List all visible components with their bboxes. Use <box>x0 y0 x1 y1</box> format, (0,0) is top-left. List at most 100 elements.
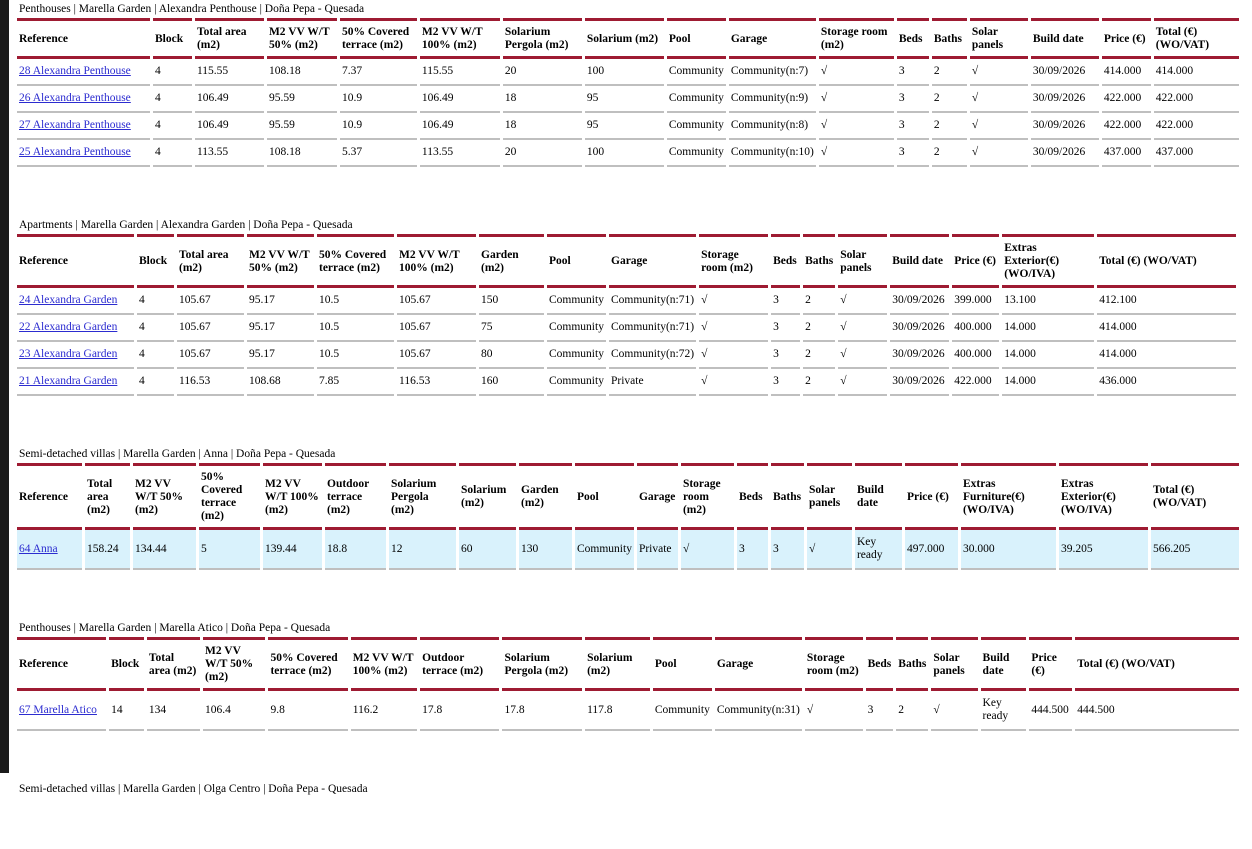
table-cell: 75 <box>479 315 544 342</box>
table-cell: 437.000 <box>1153 140 1239 167</box>
reference-link[interactable]: 23 Alexandra Garden <box>19 348 118 360</box>
column-header: M2 VV W/T 50% (m2) <box>266 18 337 59</box>
table-cell: Community(n:9) <box>728 86 816 113</box>
section-heading: Semi-detached villas | Marella Garden | … <box>19 448 336 460</box>
table-cell: 566.205 <box>1150 530 1239 570</box>
table-cell: Community(n:10) <box>728 140 816 167</box>
table-cell: 106.49 <box>194 113 264 140</box>
column-header: Total area (m2) <box>194 18 264 59</box>
table-cell: √ <box>969 113 1028 140</box>
reference-link[interactable]: 28 Alexandra Penthouse <box>19 65 131 77</box>
table-row: 26 Alexandra Penthouse 4 106.49 95.59 10.9 10… <box>17 86 1239 113</box>
column-header: M2 VV W/T 50% (m2) <box>247 234 314 288</box>
table-cell: 95 <box>584 113 664 140</box>
table-cell: 115.55 <box>194 59 264 86</box>
reference-link[interactable]: 27 Alexandra Penthouse <box>19 119 131 131</box>
column-header: Total (€) (WO/VAT) <box>1153 18 1239 59</box>
table-cell: 150 <box>479 288 544 315</box>
table-cell: 4 <box>152 113 192 140</box>
reference-cell: 27 Alexandra Penthouse <box>17 113 150 140</box>
column-header: Solarium (m2) <box>585 637 650 691</box>
table-cell: 17.8 <box>502 691 583 731</box>
column-header: M2 VV W/T 100% (m2) <box>263 463 322 530</box>
column-header: Reference <box>17 18 150 59</box>
table-cell: 160 <box>479 369 544 396</box>
table-cell: Community(n:71) <box>609 288 697 315</box>
column-header: Extras Exterior(€) (WO/IVA) <box>1058 463 1148 530</box>
column-header: Solar panels <box>838 234 888 288</box>
table-cell: 134.44 <box>133 530 196 570</box>
reference-link[interactable]: 21 Alexandra Garden <box>19 375 118 387</box>
table-cell: 3 <box>771 342 801 369</box>
table-cell: 2 <box>803 369 836 396</box>
table-cell: 3 <box>896 59 929 86</box>
table-cell: 106.49 <box>194 86 264 113</box>
table-cell: 134 <box>146 691 201 731</box>
column-header: Solar panels <box>806 463 852 530</box>
column-header: Beds <box>865 637 894 691</box>
reference-link[interactable]: 67 Marella Atico <box>19 703 97 716</box>
table-cell: Community(n:8) <box>728 113 816 140</box>
table-cell: √ <box>818 86 894 113</box>
table-cell: 18 <box>502 113 582 140</box>
table-cell: 3 <box>771 315 801 342</box>
table-cell: 105.67 <box>397 288 476 315</box>
table-cell: 422.000 <box>952 369 1000 396</box>
table-cell: 17.8 <box>420 691 500 731</box>
column-header: Build date <box>854 463 902 530</box>
reference-link[interactable]: 25 Alexandra Penthouse <box>19 146 131 158</box>
column-header: M2 VV W/T 100% (m2) <box>397 234 476 288</box>
column-header: Pool <box>547 234 606 288</box>
table-cell: 2 <box>931 86 967 113</box>
column-header: Pool <box>652 637 712 691</box>
table-row: 28 Alexandra Penthouse 4 115.55 108.18 7.37 1… <box>17 59 1239 86</box>
table-cell: 105.67 <box>397 342 476 369</box>
column-header: M2 VV W/T 50% (m2) <box>133 463 196 530</box>
table-cell: 414.000 <box>1097 342 1237 369</box>
table-cell: √ <box>804 691 863 731</box>
table-cell: Key ready <box>854 530 902 570</box>
table-cell: √ <box>969 140 1028 167</box>
table-cell: 7.85 <box>317 369 394 396</box>
column-header: Extras Furniture(€) (WO/IVA) <box>960 463 1056 530</box>
column-header: M2 VV W/T 100% (m2) <box>419 18 500 59</box>
column-header: Total area (m2) <box>146 637 201 691</box>
table-cell: 95.17 <box>247 342 314 369</box>
column-header: Price (€) <box>1029 637 1073 691</box>
table-cell: 117.8 <box>585 691 650 731</box>
table-cell: 2 <box>803 315 836 342</box>
table-cell: 10.5 <box>317 342 394 369</box>
table-row: 64 Anna 158.24 134.44 5 139.44 18.8 12 60 130 Com… <box>17 530 1239 570</box>
reference-link[interactable]: 22 Alexandra Garden <box>19 321 118 333</box>
reference-cell: 24 Alexandra Garden <box>17 288 134 315</box>
table-row: 21 Alexandra Garden 4 116.53 108.68 7.85 116.… <box>17 369 1237 396</box>
reference-link[interactable]: 24 Alexandra Garden <box>19 294 118 306</box>
table-cell: 436.000 <box>1097 369 1237 396</box>
column-header: Price (€) <box>952 234 1000 288</box>
table-cell: 5 <box>199 530 260 570</box>
table-cell: 3 <box>771 369 801 396</box>
table-cell: √ <box>969 59 1028 86</box>
table-cell: 10.9 <box>339 86 417 113</box>
table-cell: 4 <box>137 315 174 342</box>
table-cell: √ <box>699 315 769 342</box>
table-cell: 4 <box>137 369 174 396</box>
table-cell: 3 <box>896 113 929 140</box>
table-cell: 108.18 <box>266 59 337 86</box>
table-cell: Community(n:31) <box>714 691 802 731</box>
reference-link[interactable]: 26 Alexandra Penthouse <box>19 92 131 104</box>
column-header: Beds <box>771 234 801 288</box>
table-cell: 108.18 <box>266 140 337 167</box>
table-cell: 20 <box>502 140 582 167</box>
table-cell: 2 <box>803 288 836 315</box>
table-cell: 400.000 <box>952 342 1000 369</box>
column-header: Beds <box>736 463 768 530</box>
reference-link[interactable]: 64 Anna <box>19 542 58 555</box>
table-cell: Community <box>547 288 606 315</box>
table-cell: 5.37 <box>339 140 417 167</box>
table-cell: √ <box>806 530 852 570</box>
listing-table: Reference Block Total area (m2) M2 VV W/T 5… <box>14 234 1239 396</box>
column-header: Total (€) (WO/VAT) <box>1150 463 1239 530</box>
column-header: M2 VV W/T 100% (m2) <box>350 637 418 691</box>
table-cell: 30/09/2026 <box>1030 86 1099 113</box>
